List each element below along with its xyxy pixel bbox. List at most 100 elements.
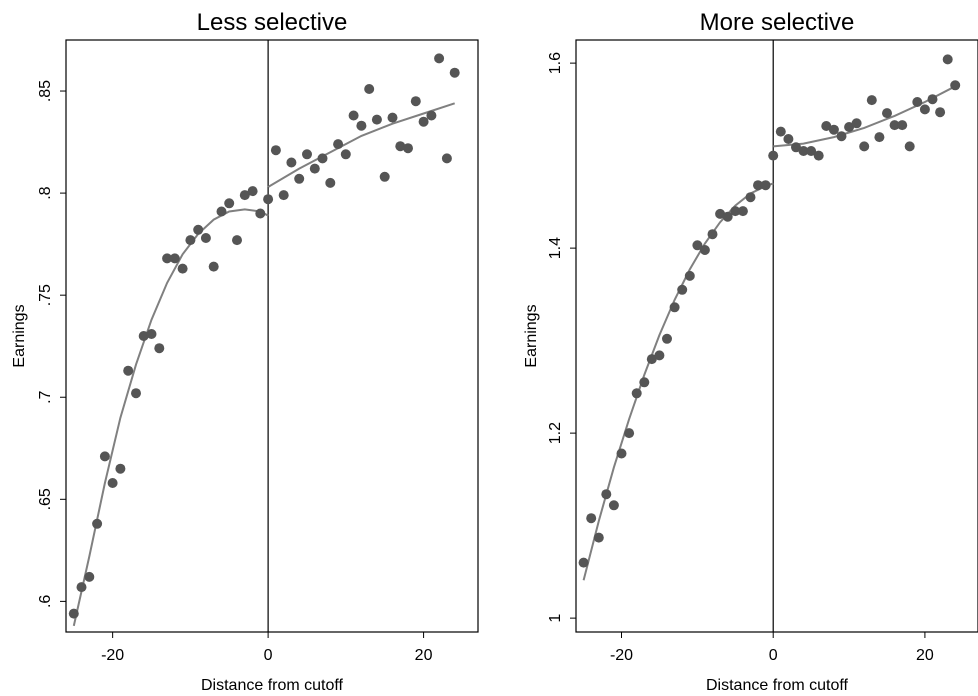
data-point (950, 80, 961, 91)
data-point (737, 206, 748, 217)
data-point (410, 96, 421, 107)
data-point (684, 270, 695, 281)
y-tick-label: .8 (37, 186, 54, 199)
data-point (813, 150, 824, 161)
data-point (185, 235, 196, 246)
data-point (874, 132, 885, 143)
data-point (836, 131, 847, 142)
data-point (309, 163, 320, 174)
data-point (646, 354, 657, 365)
data-point (286, 157, 297, 168)
data-point (942, 54, 953, 65)
x-tick-label: 20 (916, 647, 934, 664)
data-point (616, 448, 627, 459)
data-point (232, 235, 242, 246)
x-tick-label: 0 (769, 647, 778, 664)
data-point (162, 253, 173, 264)
data-point (662, 333, 672, 344)
data-point (882, 108, 892, 119)
chart-title: More selective (700, 9, 855, 36)
data-point (193, 224, 204, 235)
data-point (912, 97, 923, 107)
data-point (92, 518, 103, 529)
data-point (371, 114, 382, 125)
data-point (348, 110, 359, 121)
data-point (68, 608, 79, 619)
data-point (434, 53, 445, 64)
data-point (224, 198, 235, 209)
y-tick-label: 1.4 (547, 237, 564, 259)
data-point (654, 350, 665, 361)
x-tick-label: 0 (264, 647, 273, 664)
data-point (76, 582, 87, 593)
y-tick-label: .85 (37, 80, 54, 102)
data-point (806, 146, 817, 156)
data-point (783, 134, 794, 144)
data-point (866, 95, 877, 106)
data-point (677, 284, 688, 295)
data-point (631, 388, 642, 399)
y-tick-label: .6 (37, 595, 54, 608)
data-point (828, 124, 839, 135)
data-point (302, 149, 312, 160)
data-point (935, 107, 946, 118)
data-point (441, 153, 452, 164)
data-point (255, 208, 266, 219)
x-axis-label: Distance from cutoff (201, 677, 344, 694)
data-point (745, 192, 756, 203)
data-point (247, 186, 258, 197)
data-point (753, 180, 763, 191)
data-point (904, 141, 915, 152)
data-point (123, 365, 134, 376)
data-point (851, 118, 862, 129)
data-point (208, 261, 219, 272)
chart-title: Less selective (197, 9, 348, 36)
data-point (775, 126, 786, 137)
data-point (99, 451, 110, 462)
y-tick-label: 1.2 (547, 422, 564, 444)
data-point (138, 331, 149, 341)
data-point (586, 513, 597, 524)
y-tick-label: .65 (37, 488, 54, 510)
data-point (426, 110, 437, 121)
y-tick-label: .75 (37, 284, 54, 306)
data-point (760, 180, 771, 191)
data-point (169, 253, 180, 264)
data-point (624, 428, 635, 439)
data-point (897, 120, 908, 131)
y-tick-label: 1 (547, 614, 564, 623)
data-point (669, 302, 680, 313)
data-point (317, 153, 328, 164)
data-point (131, 388, 141, 399)
data-point (768, 150, 779, 161)
y-tick-label: 1.6 (547, 52, 564, 74)
data-point (154, 343, 165, 354)
data-point (379, 171, 390, 182)
data-point (859, 141, 870, 152)
data-point (340, 149, 351, 160)
data-point (798, 146, 809, 156)
data-point (639, 377, 650, 388)
data-point (722, 211, 733, 222)
data-point (889, 120, 900, 131)
data-point (333, 139, 344, 150)
y-axis-label: Earnings (523, 304, 540, 367)
panel-more-selective: More selective Distance from cutoff Earn… (523, 9, 978, 694)
data-point (601, 489, 612, 500)
data-point (919, 104, 930, 115)
data-point (263, 194, 274, 205)
data-point (216, 206, 227, 217)
data-point (387, 112, 398, 123)
data-point (325, 177, 336, 188)
x-tick-label: -20 (610, 647, 633, 664)
data-point (821, 121, 832, 131)
plot-frame (65, 39, 479, 633)
data-point (699, 245, 710, 255)
data-point (115, 463, 126, 474)
data-point (146, 329, 157, 339)
data-point (707, 229, 718, 240)
x-axis-label: Distance from cutoff (706, 677, 849, 694)
panel-less-selective: Less selective Distance from cutoff Earn… (11, 9, 479, 694)
data-point (107, 478, 118, 488)
